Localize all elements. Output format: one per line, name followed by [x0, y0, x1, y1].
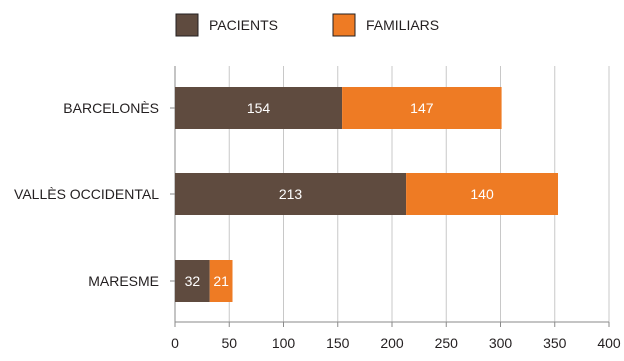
bar-valles-occidental-pacients — [175, 173, 407, 215]
value-label-barcelones-pacients: 154 — [247, 100, 271, 116]
bar-barcelones-pacients — [175, 87, 343, 129]
category-label-maresme: MARESME — [88, 273, 159, 289]
value-label-maresme-familiars: 21 — [213, 273, 229, 289]
legend-swatch-familiars — [332, 13, 356, 37]
legend-swatch-pacients — [175, 13, 199, 37]
x-tick-label-150: 150 — [326, 335, 350, 351]
x-tick-label-350: 350 — [543, 335, 567, 351]
labels: 0 50 100 150 200 250 300 350 400 BARCELONÈS VALLÈS… — [14, 100, 621, 351]
legend: PACIENTS FAMILIARS — [175, 13, 439, 37]
legend-label-familiars: FAMILIARS — [366, 17, 439, 33]
x-tick-label-250: 250 — [435, 335, 459, 351]
x-tick-label-300: 300 — [489, 335, 513, 351]
bar-barcelones-familiars — [342, 87, 502, 129]
category-label-valles-occidental: VALLÈS OCCIDENTAL — [14, 186, 159, 202]
value-label-barcelones-familiars: 147 — [410, 100, 434, 116]
x-tick-label-400: 400 — [597, 335, 621, 351]
x-tick-label-0: 0 — [171, 335, 179, 351]
legend-label-pacients: PACIENTS — [209, 17, 278, 33]
x-tick-label-200: 200 — [380, 335, 404, 351]
x-tick-label-50: 50 — [221, 335, 237, 351]
value-label-valles-occidental-pacients: 213 — [279, 186, 303, 202]
bar-maresme-familiars — [209, 260, 233, 302]
x-tick-label-100: 100 — [272, 335, 296, 351]
value-label-valles-occidental-familiars: 140 — [470, 186, 494, 202]
bars — [175, 87, 559, 302]
bar-maresme-pacients — [175, 260, 210, 302]
category-label-barcelones: BARCELONÈS — [63, 100, 159, 116]
value-label-maresme-pacients: 32 — [185, 273, 201, 289]
bar-valles-occidental-familiars — [406, 173, 559, 215]
